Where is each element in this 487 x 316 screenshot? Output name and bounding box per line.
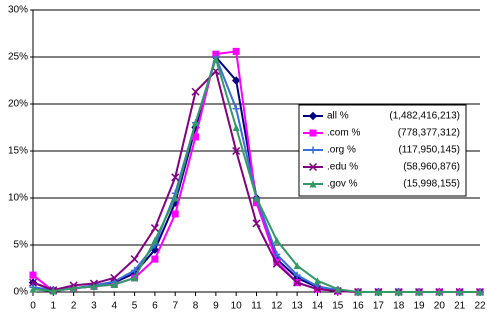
x-tick-label: 5: [132, 301, 138, 312]
x-tick-label: 3: [91, 301, 97, 312]
marker: [232, 124, 240, 131]
x-tick-label: 15: [332, 301, 344, 312]
legend-label: all %: [327, 111, 349, 122]
marker: [435, 288, 443, 296]
marker: [293, 271, 301, 279]
legend-count: (1,482,416,213): [389, 111, 460, 122]
y-tick-label: 30%: [8, 5, 28, 16]
marker: [151, 255, 159, 263]
marker: [192, 119, 200, 127]
x-tick-label: 20: [434, 301, 446, 312]
marker: [293, 262, 301, 270]
marker: [309, 180, 317, 188]
legend: all % (1,482,416,213) .com % (778,377,312).…: [298, 104, 467, 197]
legend-box: [298, 104, 467, 197]
x-tick-label: 1: [51, 301, 57, 312]
legend-label: .edu %: [327, 162, 358, 173]
marker: [395, 288, 403, 296]
marker: [232, 105, 240, 113]
marker: [293, 278, 302, 287]
marker: [131, 266, 139, 274]
marker: [476, 288, 484, 296]
marker: [171, 173, 180, 182]
marker: [272, 259, 281, 268]
marker: [131, 274, 139, 282]
marker: [308, 162, 318, 172]
x-tick-label: 9: [213, 301, 219, 312]
marker: [313, 277, 321, 285]
marker: [354, 288, 362, 296]
legend-label: .org %: [327, 145, 356, 156]
marker: [29, 285, 37, 293]
marker: [308, 111, 318, 121]
marker: [212, 55, 220, 63]
marker: [313, 285, 322, 294]
marker: [151, 236, 159, 244]
x-tick-label: 0: [30, 301, 36, 312]
marker: [231, 76, 241, 85]
y-tick-label: 15%: [8, 146, 28, 157]
marker: [253, 199, 260, 207]
x-tick-label: 21: [454, 301, 466, 312]
x-tick-label: 8: [193, 301, 199, 312]
x-tick-label: 2: [71, 301, 77, 312]
x-tick-label: 4: [111, 301, 117, 312]
marker: [28, 278, 38, 287]
y-tick-label: 0%: [14, 287, 29, 298]
legend-count: (117,950,145): [398, 145, 460, 156]
marker: [130, 255, 139, 264]
marker: [309, 146, 317, 154]
marker: [456, 288, 464, 296]
marker: [415, 288, 423, 296]
marker: [110, 280, 118, 288]
marker: [90, 282, 98, 290]
marker: [29, 271, 37, 279]
x-tick-label: 19: [413, 301, 425, 312]
marker: [192, 133, 200, 141]
x-tick-label: 10: [231, 301, 243, 312]
x-tick-label: 18: [393, 301, 405, 312]
x-tick-label: 6: [152, 301, 158, 312]
marker: [191, 87, 200, 96]
marker: [309, 129, 317, 137]
legend-label: .gov %: [327, 179, 358, 190]
legend-count: (58,960,876): [403, 162, 460, 173]
marker: [150, 224, 159, 233]
y-tick-label: 10%: [8, 193, 28, 204]
x-tick-label: 7: [172, 301, 178, 312]
x-tick-label: 16: [353, 301, 365, 312]
marker: [252, 219, 261, 228]
marker: [273, 236, 281, 244]
x-tick-label: 11: [251, 301, 262, 312]
x-tick-label: 13: [292, 301, 304, 312]
marker: [171, 194, 179, 202]
marker: [49, 287, 57, 295]
legend-label: .com %: [327, 128, 360, 139]
x-tick-label: 12: [271, 301, 283, 312]
marker: [110, 273, 119, 282]
x-tick-label: 14: [312, 301, 324, 312]
x-tick-label: 17: [373, 301, 385, 312]
x-tick-label: 22: [474, 301, 486, 312]
marker: [273, 250, 281, 258]
marker: [70, 284, 78, 292]
legend-count: (15,998,155): [403, 179, 460, 190]
marker: [232, 47, 240, 55]
marker: [374, 288, 382, 296]
marker: [334, 285, 342, 293]
legend-count: (778,377,312): [398, 128, 460, 139]
marker: [171, 210, 179, 218]
marker: [253, 194, 260, 202]
y-tick-label: 20%: [8, 99, 28, 110]
y-tick-label: 25%: [8, 52, 28, 63]
y-tick-label: 5%: [14, 240, 29, 251]
marker: [232, 146, 241, 156]
